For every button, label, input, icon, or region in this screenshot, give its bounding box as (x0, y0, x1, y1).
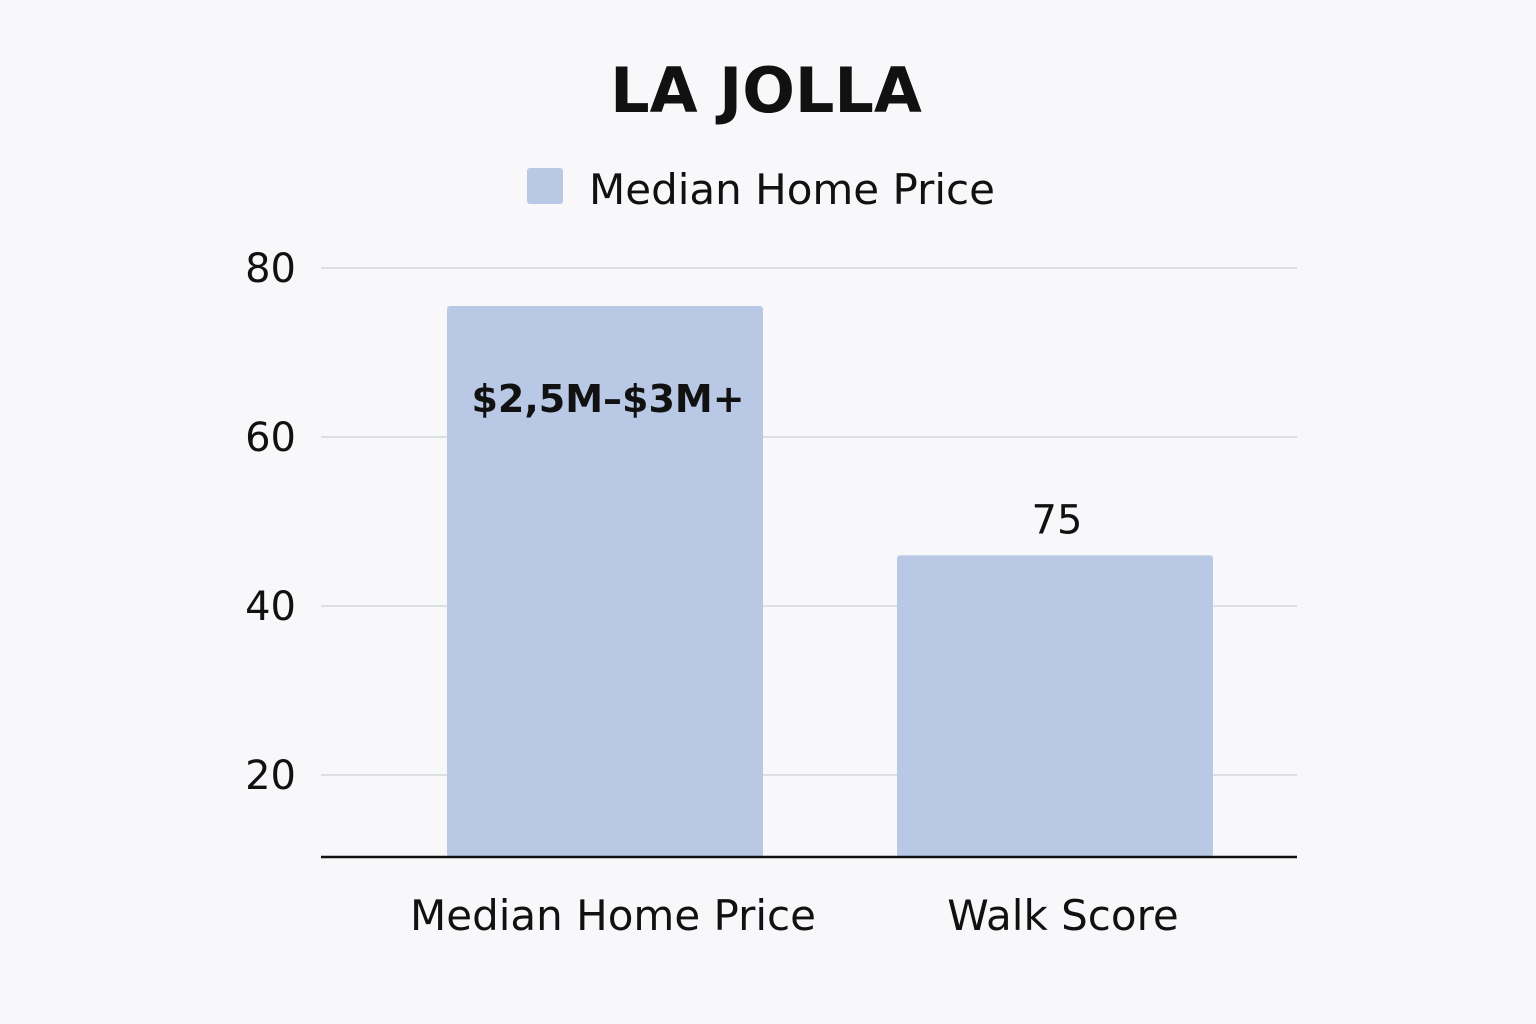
y-tick-label: 40 (245, 584, 296, 630)
x-category-label: Median Home Price (410, 891, 816, 940)
data-label: 75 (1032, 497, 1083, 543)
legend: Median Home Price (527, 165, 995, 214)
y-tick-label: 60 (245, 415, 296, 461)
bar (447, 306, 763, 858)
y-tick-label: 20 (245, 753, 296, 799)
data-labels: $2,5M–$3M+ 75 (471, 377, 1082, 543)
legend-swatch (527, 168, 563, 204)
x-category-label: Walk Score (947, 891, 1179, 940)
y-axis-ticks: 20 40 60 80 (245, 246, 296, 799)
y-tick-label: 80 (245, 246, 296, 292)
bars (447, 306, 1213, 858)
x-axis-categories: Median Home Price Walk Score (410, 891, 1179, 940)
data-label: $2,5M–$3M+ (471, 377, 744, 421)
bar (897, 555, 1213, 857)
chart-title: LA JOLLA (610, 54, 922, 127)
legend-label: Median Home Price (589, 165, 995, 214)
